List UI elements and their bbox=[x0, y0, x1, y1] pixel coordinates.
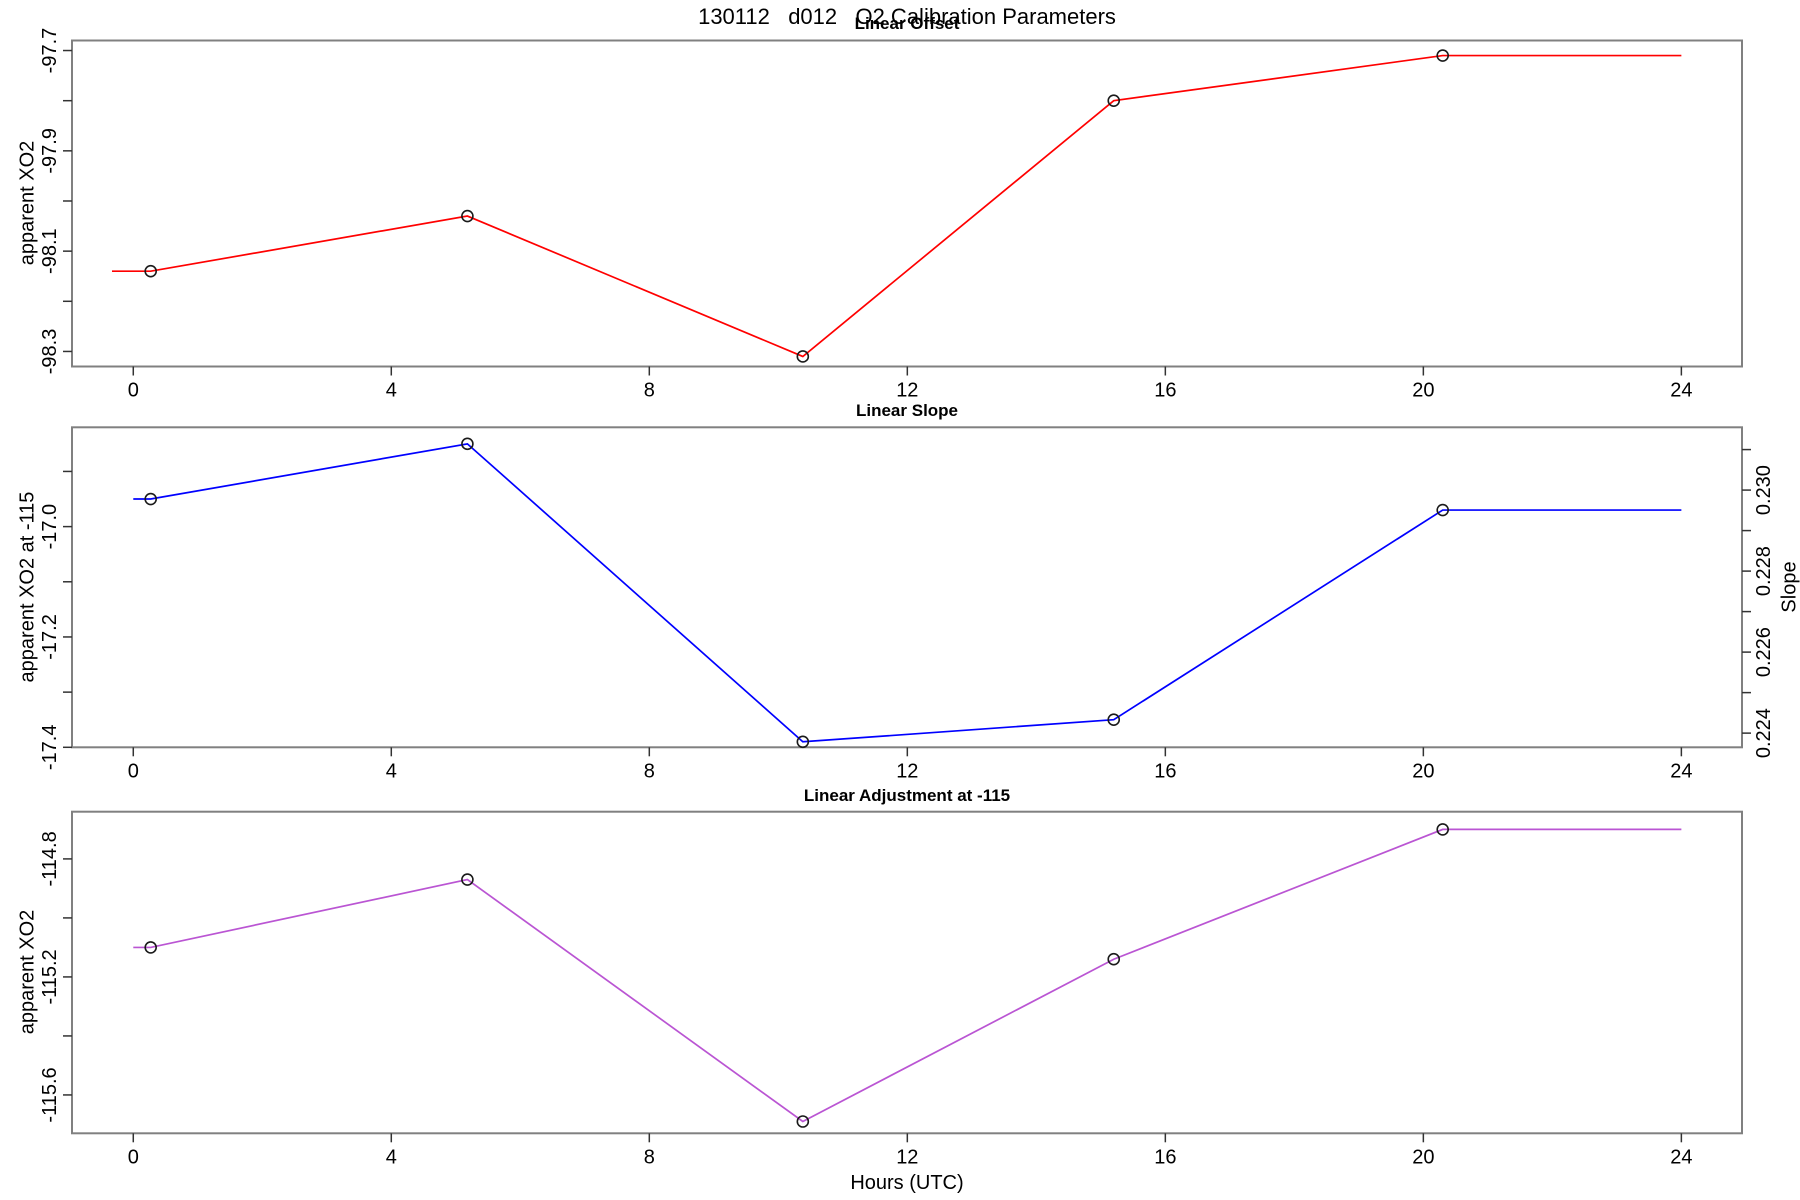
page-title: 130112 d012 O2 Calibration Parameters bbox=[698, 4, 1116, 29]
y-tick-label: -17.4 bbox=[39, 725, 61, 771]
x-tick-label: 24 bbox=[1670, 1146, 1692, 1168]
data-point-marker bbox=[461, 209, 474, 223]
x-tick-label: 0 bbox=[128, 1146, 139, 1168]
data-point-marker bbox=[461, 873, 474, 886]
x-tick-label: 16 bbox=[1154, 760, 1176, 782]
y2-tick-label: 0.224 bbox=[1753, 708, 1775, 758]
panel-title-linear-slope: Linear Slope bbox=[855, 401, 959, 420]
x-tick-label: 20 bbox=[1412, 1146, 1434, 1168]
panel-border bbox=[71, 810, 1743, 1135]
y-tick-label: -115.6 bbox=[39, 1067, 61, 1122]
data-point-marker bbox=[144, 264, 157, 278]
x-axis-label: Hours (UTC) bbox=[850, 1172, 964, 1194]
y2-tick-label: 0.230 bbox=[1753, 465, 1775, 515]
x-tick-label: 0 bbox=[128, 380, 139, 402]
panel-border bbox=[71, 426, 1743, 749]
data-point-marker bbox=[144, 492, 157, 506]
panel-title-linear-offset: Linear Offset bbox=[854, 14, 960, 33]
y-axis-label-offset: apparent XO2 bbox=[16, 140, 39, 266]
data-point-marker bbox=[1436, 49, 1450, 62]
panel-border bbox=[71, 39, 1743, 368]
data-point-marker bbox=[461, 437, 474, 451]
data-point-marker bbox=[1107, 952, 1121, 966]
x-tick-label: 12 bbox=[896, 760, 918, 782]
data-point-marker bbox=[1107, 94, 1121, 107]
y-tick-label: -97.7 bbox=[39, 28, 61, 74]
x-tick-label: 12 bbox=[896, 380, 918, 402]
x-tick-label: 12 bbox=[896, 1146, 918, 1168]
x-tick-label: 20 bbox=[1412, 380, 1434, 402]
x-tick-label: 16 bbox=[1154, 380, 1176, 402]
y-tick-label: -114.8 bbox=[39, 831, 61, 886]
x-tick-label: 24 bbox=[1670, 380, 1692, 402]
x-tick-label: 4 bbox=[386, 1146, 397, 1168]
data-point-marker bbox=[1436, 823, 1450, 836]
y-tick-label: -17.0 bbox=[39, 504, 61, 550]
x-tick-label: 20 bbox=[1412, 760, 1434, 782]
y2-tick-label: 0.228 bbox=[1753, 546, 1775, 596]
x-tick-label: 8 bbox=[644, 760, 655, 782]
y-tick-label: -98.3 bbox=[39, 329, 61, 375]
x-tick-label: 0 bbox=[128, 760, 139, 782]
series-line bbox=[133, 442, 1682, 743]
y2-axis-label-slope: Slope bbox=[1778, 561, 1800, 613]
data-point-marker bbox=[1107, 713, 1121, 727]
y-tick-label: -98.1 bbox=[39, 228, 61, 274]
data-point-marker bbox=[796, 350, 810, 363]
data-point-marker bbox=[144, 941, 157, 954]
data-point-marker bbox=[796, 735, 810, 749]
x-tick-label: 4 bbox=[386, 380, 397, 402]
y-tick-label: -97.9 bbox=[39, 128, 61, 174]
y2-tick-label: 0.226 bbox=[1753, 627, 1775, 677]
series-line bbox=[111, 54, 1682, 358]
panel-title-linear-adjustment: Linear Adjustment at -115 bbox=[803, 786, 1011, 805]
y-axis-label-adjustment: apparent XO2 bbox=[16, 909, 39, 1035]
x-tick-label: 8 bbox=[644, 380, 655, 402]
y-tick-label: -115.2 bbox=[39, 949, 61, 1004]
y-axis-label-slope-left: apparent XO2 at -115 bbox=[16, 491, 39, 683]
series-line bbox=[133, 828, 1682, 1123]
x-tick-label: 24 bbox=[1670, 760, 1692, 782]
x-tick-label: 4 bbox=[386, 760, 397, 782]
x-tick-label: 16 bbox=[1154, 1146, 1176, 1168]
x-tick-label: 8 bbox=[644, 1146, 655, 1168]
data-point-marker bbox=[1436, 503, 1450, 517]
data-point-marker bbox=[796, 1115, 810, 1128]
y-tick-label: -17.2 bbox=[39, 614, 61, 660]
